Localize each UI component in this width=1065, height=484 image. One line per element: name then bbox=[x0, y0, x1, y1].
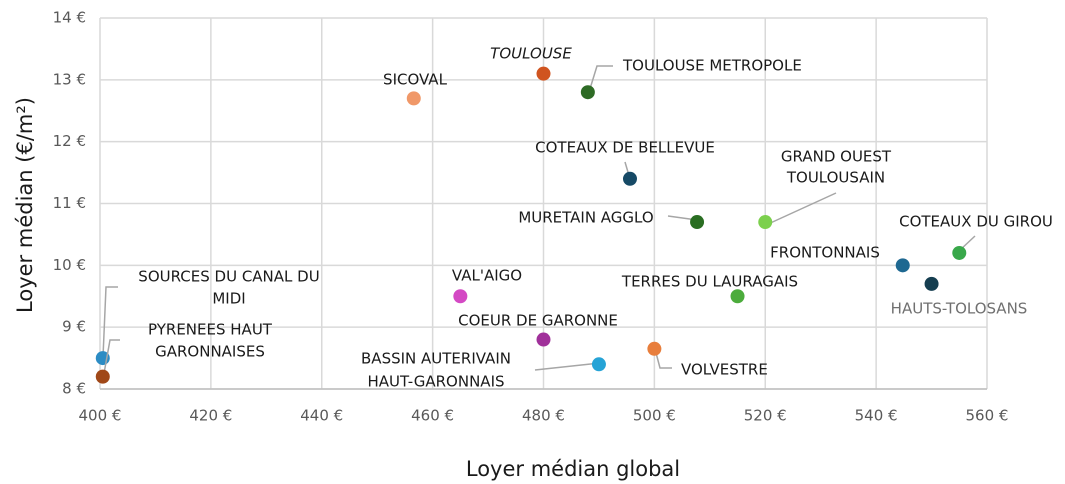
point bbox=[591, 357, 606, 372]
point-label: COTEAUX DU GIROU bbox=[899, 213, 1053, 231]
point bbox=[758, 215, 773, 230]
y-tick-label: 14 € bbox=[53, 9, 86, 27]
point-label: HAUTS-TOLOSANS bbox=[891, 300, 1028, 318]
leader-line bbox=[102, 339, 120, 380]
point bbox=[95, 369, 110, 384]
x-tick-label: 540 € bbox=[855, 407, 898, 425]
point bbox=[453, 289, 468, 304]
point-label: COTEAUX DE BELLEVUE bbox=[535, 139, 715, 157]
point-label: SOURCES DU CANAL DU bbox=[138, 268, 319, 286]
point bbox=[895, 258, 910, 273]
point bbox=[406, 91, 421, 106]
x-tick-label: 520 € bbox=[744, 407, 787, 425]
point bbox=[536, 66, 551, 81]
point-label: COEUR DE GARONNE bbox=[458, 312, 618, 330]
point bbox=[622, 171, 637, 186]
leader-line bbox=[765, 192, 837, 226]
leader-line bbox=[102, 286, 118, 358]
point bbox=[924, 276, 939, 291]
x-axis-title: Loyer médian global bbox=[466, 457, 680, 481]
y-tick-label: 10 € bbox=[53, 256, 86, 274]
point bbox=[536, 332, 551, 347]
point bbox=[690, 215, 705, 230]
point-label: HAUT-GARONNAIS bbox=[367, 373, 504, 391]
point-label: BASSIN AUTERIVAIN bbox=[361, 350, 511, 368]
point-label: FRONTONNAIS bbox=[770, 244, 880, 262]
point bbox=[647, 341, 662, 356]
point-label: SICOVAL bbox=[383, 71, 448, 89]
point bbox=[580, 85, 595, 100]
x-tick-label: 480 € bbox=[522, 407, 565, 425]
y-axis-title: Loyer médian (€/m²) bbox=[13, 97, 37, 313]
point bbox=[730, 289, 745, 304]
x-tick-label: 440 € bbox=[300, 407, 343, 425]
point-label: GRAND OUEST bbox=[781, 148, 892, 166]
y-tick-label: 12 € bbox=[53, 132, 86, 150]
y-tick-label: 8 € bbox=[62, 380, 86, 398]
point-label: PYRENEES HAUT bbox=[148, 321, 273, 339]
x-tick-label: 420 € bbox=[189, 407, 232, 425]
point-label: VOLVESTRE bbox=[681, 361, 768, 379]
x-tick-label: 560 € bbox=[966, 407, 1009, 425]
point bbox=[952, 245, 967, 260]
point-label: TERRES DU LAURAGAIS bbox=[621, 273, 798, 291]
point-label: GARONNAISES bbox=[155, 343, 265, 361]
point-label: VAL'AIGO bbox=[452, 267, 522, 285]
point-label: TOULOUSE METROPOLE bbox=[622, 57, 802, 75]
point-label: MIDI bbox=[212, 290, 245, 308]
leader-line bbox=[588, 65, 613, 93]
point-label: TOULOUSE bbox=[490, 45, 572, 63]
point-label: MURETAIN AGGLO bbox=[518, 209, 653, 227]
y-tick-label: 11 € bbox=[53, 194, 86, 212]
x-tick-label: 460 € bbox=[411, 407, 454, 425]
y-tick-label: 13 € bbox=[53, 70, 86, 88]
leader-line bbox=[534, 362, 601, 371]
x-tick-label: 400 € bbox=[79, 407, 122, 425]
y-tick-label: 9 € bbox=[62, 318, 86, 336]
point-label: TOULOUSAIN bbox=[786, 169, 885, 187]
x-tick-label: 500 € bbox=[633, 407, 676, 425]
